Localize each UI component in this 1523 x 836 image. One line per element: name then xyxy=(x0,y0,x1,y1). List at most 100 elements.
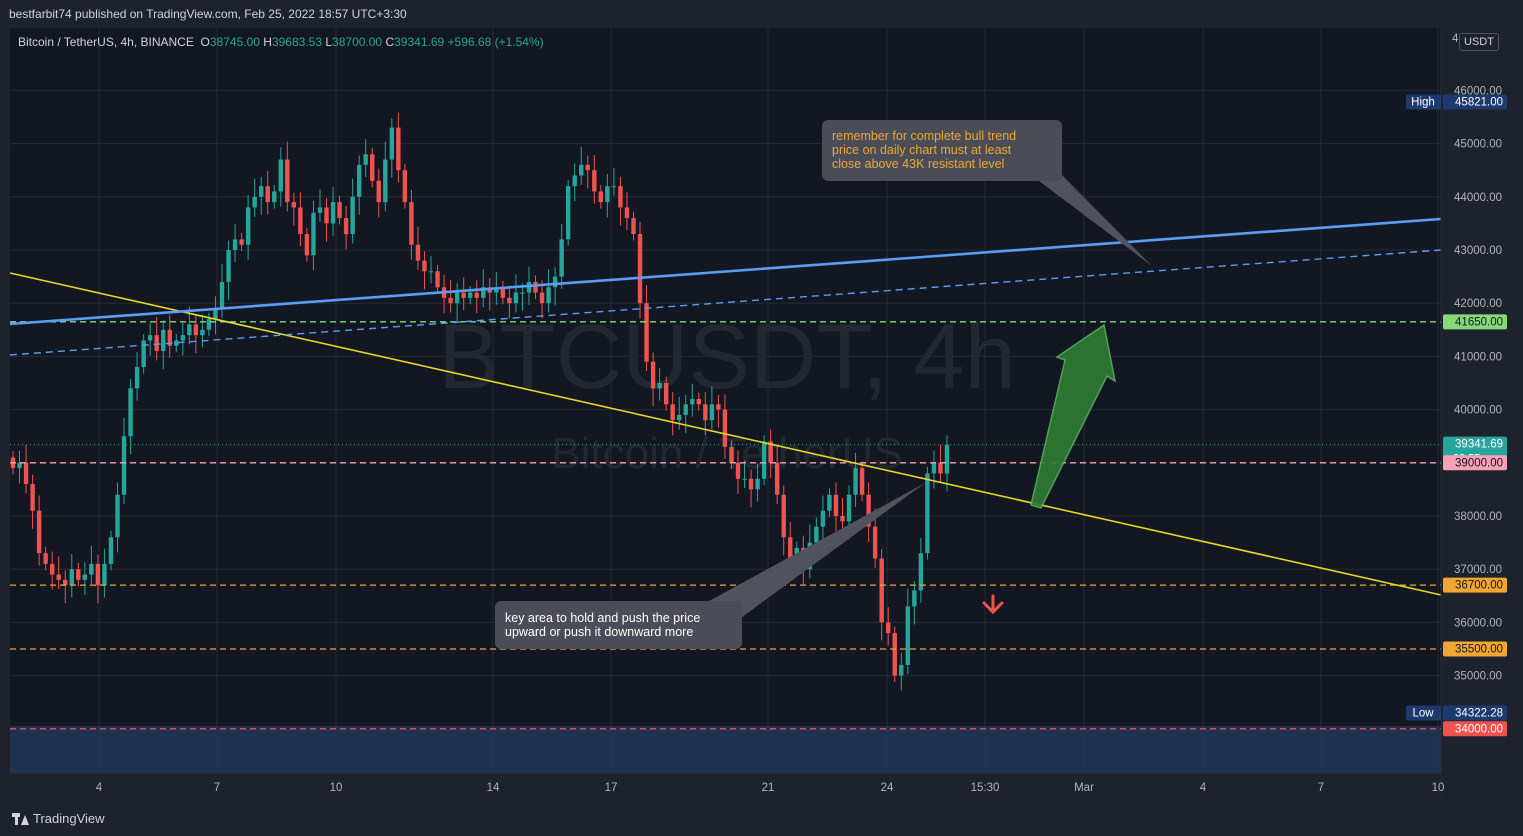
candle-body xyxy=(448,297,453,304)
candle-body xyxy=(690,398,695,405)
candle xyxy=(389,118,395,178)
candle xyxy=(840,497,845,531)
legend-close-label: C xyxy=(385,35,395,49)
candle-body xyxy=(187,324,192,336)
candle xyxy=(592,155,597,204)
candle xyxy=(298,192,303,247)
candle xyxy=(200,314,205,348)
price-label-tag-bg xyxy=(1406,705,1441,721)
candle-body xyxy=(670,404,675,421)
candle xyxy=(43,546,48,571)
candle xyxy=(89,545,94,584)
candle xyxy=(500,280,506,305)
legend-low-label: L xyxy=(325,35,333,49)
price-label-orange: 36700.00 xyxy=(1443,577,1507,593)
candle xyxy=(755,463,760,502)
currency-button[interactable]: USDT xyxy=(1459,33,1499,51)
candle xyxy=(324,198,329,242)
candle xyxy=(396,112,401,183)
candle-body xyxy=(23,462,29,485)
candle-body xyxy=(918,553,924,591)
candle-body xyxy=(147,335,153,341)
candle xyxy=(533,275,538,299)
price-label-bg xyxy=(1443,94,1507,110)
candle xyxy=(859,461,865,502)
candle xyxy=(735,450,741,494)
candle-body xyxy=(683,404,688,415)
candle-body xyxy=(141,340,146,368)
candle-body xyxy=(879,558,884,623)
x-tick-label: 7 xyxy=(1318,782,1324,794)
candle-body xyxy=(872,526,878,559)
y-tick-label: 4 xyxy=(1452,33,1459,45)
candle xyxy=(232,224,238,263)
candle xyxy=(213,296,218,335)
candle-body xyxy=(500,287,506,298)
bearish-arrow-icon xyxy=(982,594,1004,615)
price-label-value: 36700.00 xyxy=(1455,580,1503,592)
legend-low: 38700.00 xyxy=(332,35,383,49)
price-label-bg xyxy=(1443,721,1507,737)
candle-body xyxy=(526,281,532,293)
candle xyxy=(866,482,871,542)
candle-body xyxy=(409,202,414,245)
price-label-value: 39341.69 xyxy=(1455,439,1503,451)
candle-body xyxy=(624,207,630,219)
candle xyxy=(683,394,688,434)
candle xyxy=(461,277,466,311)
candle xyxy=(82,562,88,596)
candle-body xyxy=(311,212,316,256)
candle-body xyxy=(507,297,512,304)
callout-pointer xyxy=(1035,168,1152,266)
candle xyxy=(422,251,427,290)
legend-open: 38745.00 xyxy=(209,35,260,49)
y-tick-label: 37000.00 xyxy=(1454,564,1502,576)
candle-body xyxy=(585,164,590,171)
price-label-value: 41650.00 xyxy=(1455,316,1503,328)
candle xyxy=(513,274,519,313)
candle-body xyxy=(637,234,643,304)
candle-body xyxy=(755,478,760,490)
candle-body xyxy=(565,186,571,240)
candle xyxy=(415,226,421,270)
candle xyxy=(670,392,675,436)
price-label-green: 41650.00 xyxy=(1443,314,1507,330)
price-axis xyxy=(1441,28,1523,800)
candle-body xyxy=(435,271,440,288)
candle-body xyxy=(820,510,826,527)
price-label-tag: Low xyxy=(1412,708,1434,720)
candle-body xyxy=(781,494,786,538)
candle xyxy=(925,467,930,560)
callout-box xyxy=(495,601,742,649)
candle-body xyxy=(89,563,94,575)
candle xyxy=(30,474,35,529)
candle-body xyxy=(886,622,891,634)
candle-body xyxy=(559,239,564,277)
candle xyxy=(474,280,479,314)
candle-body xyxy=(317,207,323,213)
candle-body xyxy=(219,281,225,309)
candle xyxy=(605,173,610,218)
candle xyxy=(370,147,375,188)
candle xyxy=(141,334,146,374)
candle xyxy=(644,285,649,372)
y-tick-label: 40000.00 xyxy=(1454,405,1502,417)
candle xyxy=(892,626,897,682)
candle-body xyxy=(272,191,277,203)
candle-body xyxy=(396,127,401,171)
candle-body xyxy=(115,494,120,538)
candle-body xyxy=(631,218,636,235)
candle-body xyxy=(938,462,943,474)
demand-zone xyxy=(10,726,1441,773)
price-label-red: 34000.00 xyxy=(1443,721,1507,737)
candle-body xyxy=(324,207,329,224)
candle-body xyxy=(742,478,747,480)
price-label-value: 35500.00 xyxy=(1455,644,1503,656)
y-tick-label: 44000.00 xyxy=(1454,192,1502,204)
tradingview-brand[interactable]: TradingView xyxy=(12,811,105,826)
candle-body xyxy=(174,340,179,346)
candle xyxy=(245,195,251,260)
candle-body xyxy=(846,494,852,522)
callout-pointer xyxy=(700,483,925,626)
